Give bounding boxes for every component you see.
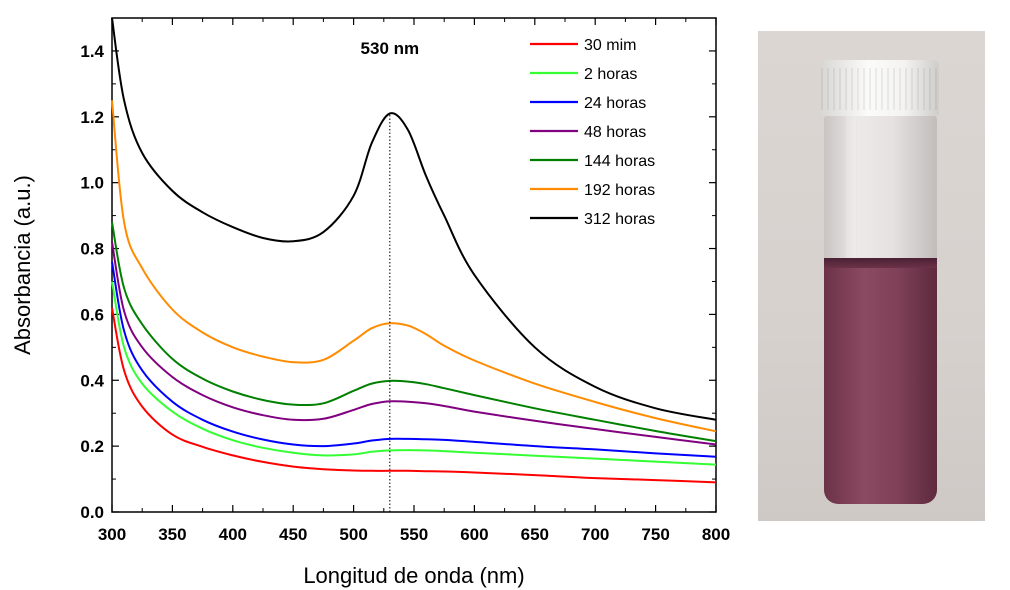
vial-photo xyxy=(758,31,985,521)
y-tick-label: 0.8 xyxy=(80,240,104,259)
legend-label-2: 24 horas xyxy=(584,95,646,112)
chart-ticks: 300 350 400 450 500 550 600 650 700 750 800 0.0 0.2 0… xyxy=(80,17,730,544)
legend-label-4: 144 horas xyxy=(584,153,655,170)
x-tick-label: 500 xyxy=(339,525,367,544)
glass-vial xyxy=(824,116,937,504)
x-tick-label: 750 xyxy=(641,525,669,544)
liquid-meniscus xyxy=(824,258,937,268)
absorbance-chart: 300 350 400 450 500 550 600 650 700 750 800 0.0 0.2 0… xyxy=(10,17,730,588)
plot-frame xyxy=(111,17,717,513)
series-line-3 xyxy=(111,241,717,446)
y-tick-label: 0.2 xyxy=(80,437,104,456)
series-line-5 xyxy=(111,100,717,433)
y-tick-label: 1.0 xyxy=(80,174,104,193)
legend-label-5: 192 horas xyxy=(584,182,655,199)
x-tick-label: 800 xyxy=(702,525,730,544)
vial-cap xyxy=(821,60,939,116)
series-line-6 xyxy=(111,17,717,421)
legend-label-6: 312 horas xyxy=(584,211,655,228)
series-line-0 xyxy=(111,307,717,484)
y-tick-label: 1.2 xyxy=(80,108,104,127)
vial-liquid xyxy=(824,258,937,504)
y-tick-label: 1.4 xyxy=(80,42,104,61)
series-line-2 xyxy=(111,261,717,458)
chart-series xyxy=(111,17,717,484)
chart-legend: 30 mim 2 horas 24 horas 48 horas 144 horas 19… xyxy=(530,37,655,228)
y-tick-label: 0.4 xyxy=(80,371,104,390)
x-tick-label: 400 xyxy=(219,525,247,544)
x-tick-label: 350 xyxy=(158,525,186,544)
x-tick-label: 550 xyxy=(400,525,428,544)
legend-label-3: 48 horas xyxy=(584,124,646,141)
x-tick-label: 300 xyxy=(98,525,126,544)
y-axis-title: Absorbancia (a.u.) xyxy=(10,175,35,355)
y-tick-label: 0.6 xyxy=(80,305,104,324)
chart-axes xyxy=(111,17,717,513)
peak-annotation: 530 nm xyxy=(361,39,420,58)
series-line-1 xyxy=(111,281,717,466)
legend-label-0: 30 mim xyxy=(584,37,636,54)
x-tick-label: 450 xyxy=(279,525,307,544)
x-tick-label: 700 xyxy=(581,525,609,544)
x-axis-title: Longitud de onda (nm) xyxy=(303,563,524,588)
x-tick-label: 650 xyxy=(521,525,549,544)
x-tick-label: 600 xyxy=(460,525,488,544)
legend-label-1: 2 horas xyxy=(584,66,637,83)
y-tick-label: 0.0 xyxy=(80,503,104,522)
series-line-4 xyxy=(111,222,717,443)
